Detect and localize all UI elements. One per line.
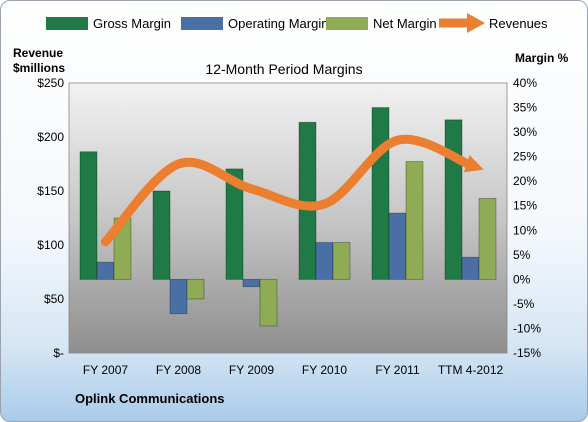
- left-tick-label: $50: [44, 292, 64, 306]
- net-margin-bar: [259, 278, 278, 327]
- revenues-line: [101, 134, 475, 247]
- right-tick-label: -10%: [513, 321, 541, 335]
- category-label: TTM 4-2012: [438, 363, 504, 377]
- right-tick-label: 5%: [513, 248, 531, 262]
- legend-swatch-gross: [46, 17, 88, 30]
- left-tick-label: $100: [37, 238, 64, 252]
- operating-margin-bar: [461, 256, 480, 280]
- left-tick-label: $250: [37, 76, 64, 90]
- operating-margin-bar: [242, 278, 261, 288]
- operating-margin-bar: [169, 278, 188, 315]
- right-tick-label: 40%: [513, 76, 537, 90]
- right-tick-label: 0%: [513, 272, 531, 286]
- legend-label-gross: Gross Margin: [93, 16, 171, 31]
- chart-title: 12-Month Period Margins: [205, 61, 362, 77]
- operating-margin-bar: [315, 242, 334, 280]
- right-tick-label: 35%: [513, 101, 537, 115]
- legend-label-net: Net Margin: [373, 16, 437, 31]
- footer-label: Oplink Communications: [75, 391, 225, 406]
- right-tick-label: -15%: [513, 346, 541, 360]
- net-margin-bar: [186, 278, 205, 300]
- net-margin-bar: [478, 197, 497, 280]
- gross-margin-bar: [371, 107, 390, 280]
- right-tick-label: 15%: [513, 199, 537, 213]
- right-tick-label: 30%: [513, 125, 537, 139]
- revenues-arrowhead: [463, 155, 484, 173]
- category-label: FY 2009: [229, 363, 274, 377]
- net-margin-bar: [405, 161, 424, 280]
- legend: Gross Margin Operating Margin Net Margin…: [46, 13, 548, 33]
- right-tick-label: 25%: [513, 150, 537, 164]
- left-axis-label-line1: Revenue: [13, 46, 63, 60]
- right-tick-label: 20%: [513, 174, 537, 188]
- category-label: FY 2007: [83, 363, 128, 377]
- legend-label-operating: Operating Margin: [228, 16, 328, 31]
- category-label: FY 2010: [302, 363, 347, 377]
- gross-margin-bar: [79, 151, 98, 280]
- legend-label-revenues: Revenues: [489, 16, 548, 31]
- category-label: FY 2008: [156, 363, 201, 377]
- right-tick-label: 10%: [513, 223, 537, 237]
- legend-arrow-revenues: [439, 13, 485, 33]
- gross-margin-bar: [225, 168, 244, 280]
- legend-swatch-operating: [181, 17, 223, 30]
- net-margin-bar: [332, 242, 351, 280]
- operating-margin-bar: [388, 212, 407, 280]
- left-axis-label-line2: $millions: [13, 61, 65, 75]
- left-tick-label: $150: [37, 184, 64, 198]
- gross-margin-bar: [152, 190, 171, 280]
- gross-margin-bar: [444, 119, 463, 280]
- legend-swatch-net: [326, 17, 368, 30]
- operating-margin-bar: [96, 261, 115, 280]
- category-label: FY 2011: [375, 363, 420, 377]
- plot-area: [68, 82, 508, 354]
- right-axis-label: Margin %: [515, 51, 569, 65]
- left-tick-label: $-: [53, 346, 64, 360]
- left-tick-label: $200: [37, 130, 64, 144]
- right-tick-label: -5%: [513, 297, 535, 311]
